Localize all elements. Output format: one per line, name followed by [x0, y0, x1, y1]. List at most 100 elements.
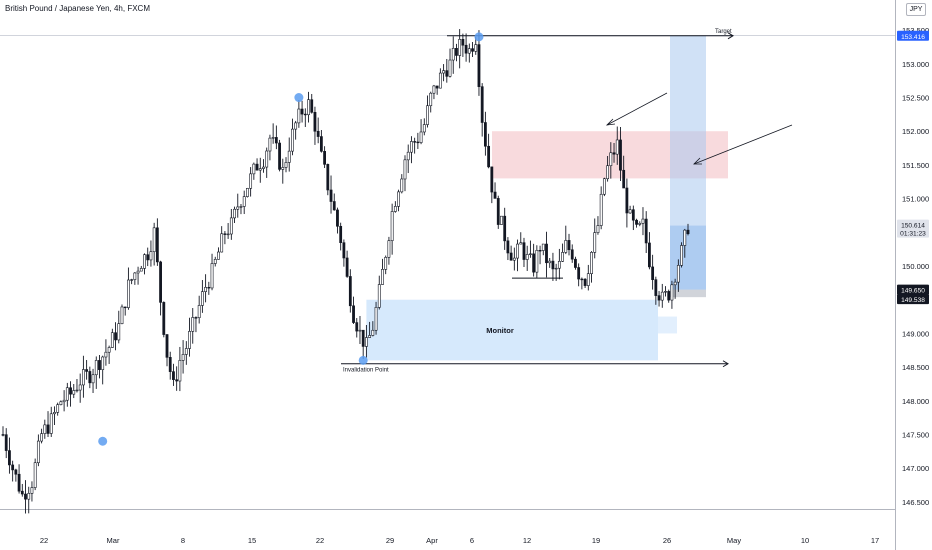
candle-body: [316, 130, 320, 137]
candle-body: [506, 240, 510, 254]
candle-body: [300, 108, 304, 115]
candle-body: [210, 263, 214, 289]
candles-layer: [1, 29, 690, 514]
currency-badge[interactable]: JPY: [906, 3, 926, 16]
candle-body: [65, 387, 69, 401]
candle-body: [59, 401, 63, 405]
candle-body: [284, 162, 288, 168]
candle-body: [155, 227, 159, 263]
price-tick-label: 148.000: [902, 397, 929, 406]
candle-body: [101, 356, 105, 370]
candle-body: [625, 187, 629, 214]
candle-body: [541, 243, 545, 251]
candle-body: [1, 434, 5, 436]
candle-body: [487, 145, 491, 168]
time-tick-label: 10: [801, 536, 809, 545]
level-tag-1-bg: [897, 284, 929, 295]
time-tick-label: 22: [40, 536, 48, 545]
candle-body: [207, 286, 211, 289]
candle-body: [278, 142, 281, 170]
candle-body: [580, 278, 584, 281]
candle-body: [451, 47, 455, 61]
candle-body: [332, 201, 336, 211]
candle-body: [339, 225, 343, 243]
candle-body: [490, 166, 494, 193]
candle-body: [188, 331, 191, 349]
candle-body: [365, 337, 368, 347]
candle-body: [352, 305, 355, 323]
projection-zone: [670, 35, 706, 290]
invalidation-label: Invalidation Point: [343, 368, 389, 374]
candle-body: [56, 404, 60, 413]
candle-body: [342, 242, 346, 259]
candle-body: [307, 99, 310, 116]
candle-body: [422, 124, 426, 133]
price-tick-label: 146.500: [902, 498, 929, 507]
level-tag-2-text: 149.538: [901, 297, 925, 304]
candle-body: [467, 48, 471, 54]
candle-body: [390, 211, 394, 241]
candle-body: [94, 360, 98, 376]
candle-body: [586, 273, 590, 286]
candle-body: [30, 487, 34, 494]
candle-body: [458, 39, 462, 56]
time-tick-label: 17: [871, 536, 879, 545]
monitor-zone-tail: [658, 316, 677, 334]
candle-body: [40, 433, 43, 442]
price-tick-label: 151.000: [902, 195, 929, 204]
candle-body: [159, 261, 162, 303]
candle-body: [400, 178, 404, 193]
candle-body: [329, 189, 333, 202]
candle-body: [81, 369, 85, 386]
candle-body: [361, 329, 365, 347]
candle-body: [323, 151, 326, 165]
candle-body: [644, 218, 648, 244]
candle-body: [313, 111, 317, 132]
candle-body: [596, 225, 600, 233]
candle-body: [88, 371, 92, 384]
candle-body: [4, 434, 8, 451]
candle-body: [191, 317, 195, 332]
candle-body: [123, 306, 127, 309]
candle-body: [27, 493, 31, 500]
candle-body: [419, 131, 423, 143]
candle-body: [435, 85, 439, 89]
candle-body: [493, 191, 497, 199]
candle-body: [110, 332, 114, 348]
candle-body: [631, 209, 635, 221]
candle-body: [168, 357, 172, 372]
candle-body: [130, 279, 134, 281]
candle-body: [175, 379, 179, 382]
candle-body: [535, 250, 539, 273]
level-tag-2-bg: [897, 294, 929, 305]
candle-body: [371, 329, 375, 336]
pointer-arrowhead-2: [693, 157, 702, 165]
candle-body: [165, 334, 169, 358]
candle-body: [593, 232, 597, 253]
candle-body: [24, 493, 27, 500]
pivot-marker: [98, 436, 108, 446]
candle-body: [310, 99, 314, 113]
candle-body: [69, 387, 72, 395]
time-tick-label: 26: [663, 536, 671, 545]
candle-body: [14, 469, 18, 475]
candle-body: [223, 233, 227, 235]
candle-body: [538, 250, 542, 252]
candle-body: [554, 267, 558, 270]
monitor-label: Monitor: [486, 326, 514, 335]
chart-title: British Pound / Japanese Yen, 4h, FXCM: [5, 4, 150, 13]
candle-body: [268, 137, 272, 152]
candle-body: [226, 233, 230, 236]
candle-body: [445, 70, 449, 77]
candle-body: [416, 141, 420, 144]
candle-body: [657, 295, 661, 301]
markers-layer: [98, 32, 484, 446]
time-tick-label: 22: [316, 536, 324, 545]
candle-body: [53, 412, 56, 415]
target-tag-bg: [897, 30, 929, 41]
candle-body: [184, 348, 188, 355]
candle-body: [358, 329, 362, 332]
candle-body: [217, 251, 220, 260]
candle-body: [8, 450, 11, 466]
